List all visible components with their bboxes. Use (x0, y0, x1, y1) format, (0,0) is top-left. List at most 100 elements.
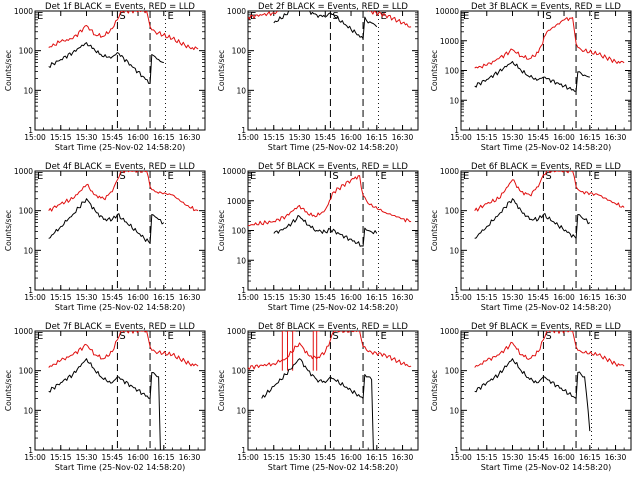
events-series-line (48, 42, 164, 84)
panel-3: Det 3f BLACK = Events, RED = LLD 1 10 100 10… (430, 2, 632, 152)
y-tick-label: 10 (23, 406, 33, 415)
x-tick-label: 15:30 (502, 293, 524, 302)
x-axis-label: Start Time (25-Nov-02 14:58:20) (268, 143, 398, 152)
panel-title: Det 9f BLACK = Events, RED = LLD (471, 322, 621, 332)
panel-2: Det 2f BLACK = Events, RED = LLD 1 10 100 10… (217, 2, 419, 152)
y-tick-label: 100 (232, 227, 247, 236)
events-series-line (474, 61, 590, 92)
x-tick-label: 16:15 (153, 453, 175, 462)
x-tick-label: 16:00 (340, 293, 362, 302)
event-marker-label: E (594, 11, 600, 22)
y-tick-label: 1 (454, 126, 459, 135)
x-tick-label: 15:00 (237, 133, 259, 142)
event-marker-label: E (381, 11, 387, 22)
panel-4: Det 4f BLACK = Events, RED = LLD 1 10 100 10… (4, 162, 206, 312)
y-tick-label: 1000 (440, 37, 459, 46)
x-tick-label: 15:00 (450, 133, 472, 142)
x-axis-label: Start Time (25-Nov-02 14:58:20) (55, 463, 185, 472)
x-tick-label: 15:15 (50, 133, 72, 142)
y-tick-label: 1 (28, 286, 33, 295)
event-marker-label: E (250, 171, 256, 182)
events-series-line (273, 11, 378, 40)
plot-area (474, 331, 625, 432)
y-axis-label: Counts/sec (217, 210, 226, 251)
plot-frame (460, 330, 632, 451)
event-marker-label: E (37, 11, 43, 22)
x-tick-label: 16:00 (340, 453, 362, 462)
plot-frame (34, 330, 206, 451)
panel-title: Det 7f BLACK = Events, RED = LLD (45, 322, 195, 332)
event-marker-label: S (545, 11, 551, 22)
y-tick-label: 100 (445, 67, 460, 76)
plot-frame (34, 170, 206, 291)
plot-area (248, 11, 412, 40)
event-marker-label: S (332, 171, 338, 182)
x-tick-label: 16:00 (553, 453, 575, 462)
event-marker-label: E (594, 331, 600, 342)
event-marker-label: E (463, 331, 469, 342)
x-tick-label: 16:15 (366, 453, 388, 462)
y-tick-label: 1000 (227, 197, 246, 206)
event-marker-label: E (250, 331, 256, 342)
y-tick-label: 10000 (222, 167, 246, 176)
y-tick-label: 100 (19, 47, 34, 56)
x-tick-label: 15:45 (314, 293, 336, 302)
x-tick-label: 15:30 (289, 453, 311, 462)
y-axis-label: Counts/sec (430, 50, 439, 91)
x-tick-label: 16:00 (553, 133, 575, 142)
lld-series-line (474, 331, 625, 368)
x-tick-label: 15:45 (101, 133, 123, 142)
event-marker-label: S (119, 11, 125, 22)
lld-series-line (248, 11, 412, 28)
plot-frame (460, 10, 632, 131)
y-tick-label: 1000 (14, 327, 33, 336)
y-axis-label: Counts/sec (4, 210, 13, 251)
x-tick-label: 15:00 (24, 293, 46, 302)
y-tick-label: 10 (449, 96, 459, 105)
x-tick-label: 15:15 (263, 293, 285, 302)
lld-series-line (48, 171, 199, 212)
x-tick-label: 15:45 (101, 293, 123, 302)
x-axis-label: Start Time (25-Nov-02 14:58:20) (55, 303, 185, 312)
x-tick-label: 16:15 (366, 293, 388, 302)
event-marker-label: E (37, 171, 43, 182)
lld-series-line (248, 331, 412, 370)
events-series-line (261, 358, 376, 450)
x-tick-label: 15:30 (289, 133, 311, 142)
x-tick-label: 15:30 (502, 453, 524, 462)
x-tick-label: 15:30 (289, 293, 311, 302)
event-marker-label: E (168, 331, 174, 342)
events-series-line (474, 358, 591, 432)
y-axis-label: Counts/sec (4, 50, 13, 91)
event-marker-label: S (119, 331, 125, 342)
lld-series-line (474, 17, 625, 69)
plot-frame (34, 10, 206, 131)
x-tick-label: 15:15 (263, 133, 285, 142)
x-tick-label: 16:30 (179, 133, 201, 142)
lld-series-line (48, 331, 199, 368)
event-marker-label: E (463, 171, 469, 182)
x-tick-label: 16:00 (127, 133, 149, 142)
x-tick-label: 16:00 (340, 133, 362, 142)
x-tick-label: 15:15 (476, 293, 498, 302)
panel-7: Det 7f BLACK = Events, RED = LLD 1 10 100 10… (4, 322, 206, 472)
event-marker-label: S (332, 331, 338, 342)
y-tick-label: 100 (19, 367, 34, 376)
y-axis-label: Counts/sec (217, 370, 226, 411)
x-tick-label: 16:15 (579, 453, 601, 462)
x-tick-label: 15:15 (476, 133, 498, 142)
x-tick-label: 16:30 (392, 293, 414, 302)
y-tick-label: 10 (236, 86, 246, 95)
plot-frame (247, 10, 419, 131)
events-series-line (48, 198, 165, 244)
panel-title: Det 3f BLACK = Events, RED = LLD (471, 2, 621, 12)
y-tick-label: 10000 (435, 7, 459, 16)
x-tick-label: 15:45 (527, 133, 549, 142)
events-series-line (273, 215, 378, 247)
x-tick-label: 16:15 (153, 293, 175, 302)
x-axis-label: Start Time (25-Nov-02 14:58:20) (268, 463, 398, 472)
y-tick-label: 1 (454, 446, 459, 455)
y-tick-label: 1000 (227, 327, 246, 336)
x-axis-label: Start Time (25-Nov-02 14:58:20) (55, 143, 185, 152)
x-tick-label: 15:45 (101, 453, 123, 462)
